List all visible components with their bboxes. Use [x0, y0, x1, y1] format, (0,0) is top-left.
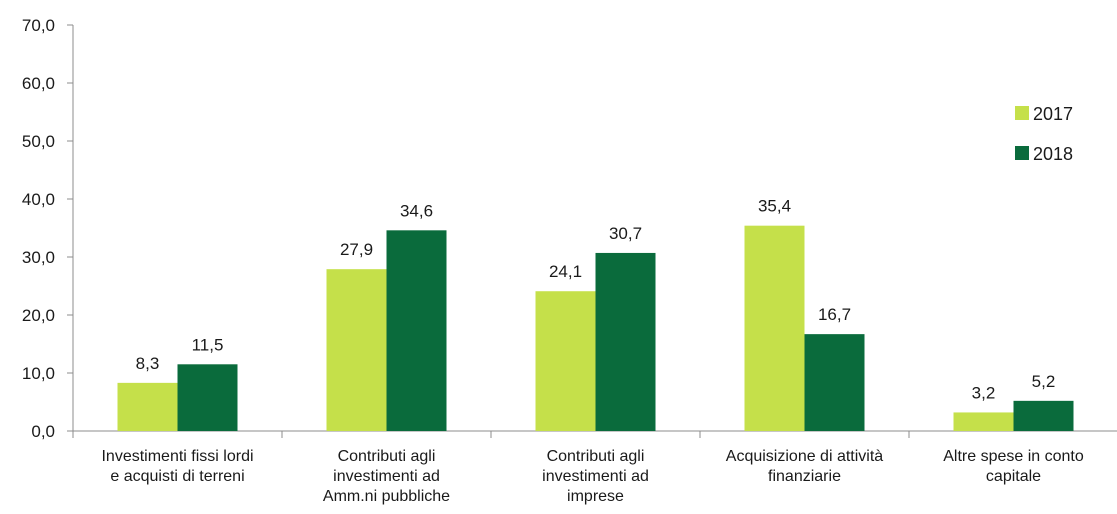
category-label-line: Contributi agli [338, 448, 436, 465]
data-label-2018: 11,5 [192, 335, 224, 354]
y-tick-label: 20,0 [22, 306, 55, 325]
y-tick-label: 30,0 [22, 248, 55, 267]
category-label-line: Acquisizione di attività [726, 448, 884, 465]
y-tick-label: 0,0 [31, 422, 55, 441]
category-label-line: Amm.ni pubbliche [323, 488, 450, 505]
category-label: Investimenti fissi lordi e acquisti di te… [101, 448, 253, 485]
y-tick-label: 40,0 [22, 190, 55, 209]
chart-labels: 8,3 11,5 Investimenti fissi lordi e acquist… [101, 197, 1083, 505]
data-label-2018: 16,7 [818, 305, 851, 324]
category-label-line: e acquisti di terreni [110, 468, 244, 485]
category-label: Contributi agli investimenti ad Amm.ni pub… [323, 448, 450, 505]
category-label-line: finanziarie [768, 468, 841, 485]
legend-label-2018: 2018 [1033, 144, 1073, 164]
bar-2018 [177, 364, 238, 431]
bar-2018 [1013, 400, 1074, 431]
y-tick-label: 70,0 [22, 16, 55, 35]
chart-axes: 0,0 10,0 20,0 30,0 40,0 50,0 60,0 70,0 [22, 16, 1117, 441]
category-label: Acquisizione di attività finanziarie [726, 448, 884, 485]
bar-2017 [117, 382, 178, 431]
category-label: Contributi agli investimenti ad imprese [542, 448, 649, 505]
y-tick-label: 10,0 [22, 364, 55, 383]
data-label-2018: 5,2 [1032, 372, 1056, 391]
data-label-2017: 24,1 [549, 262, 582, 281]
category-label-line: investimenti ad [542, 468, 649, 485]
y-tick-label: 50,0 [22, 132, 55, 151]
category-label-line: Altre spese in conto [943, 448, 1084, 465]
data-label-2018: 34,6 [400, 201, 433, 220]
data-label-2017: 8,3 [136, 354, 160, 373]
bar-2017 [535, 291, 596, 431]
category-label-line: investimenti ad [333, 468, 440, 485]
y-tick-label: 60,0 [22, 74, 55, 93]
chart-bars [117, 225, 1074, 431]
bar-2017 [326, 269, 387, 431]
category-label-line: Investimenti fissi lordi [101, 448, 253, 465]
category-label: Altre spese in conto capitale [943, 448, 1084, 485]
bar-2018 [804, 334, 865, 431]
data-label-2017: 3,2 [972, 383, 996, 402]
bar-2018 [386, 230, 447, 431]
data-label-2017: 27,9 [340, 240, 373, 259]
category-label-line: imprese [567, 488, 624, 505]
bar-2017 [953, 412, 1014, 431]
category-label-line: capitale [986, 468, 1041, 485]
bar-2018 [595, 252, 656, 431]
category-label-line: Contributi agli [547, 448, 645, 465]
data-label-2018: 30,7 [609, 224, 642, 243]
legend-swatch-2018 [1015, 146, 1029, 160]
chart-legend: 2017 2018 [1015, 104, 1073, 164]
data-label-2017: 35,4 [758, 197, 791, 216]
bar-2017 [744, 225, 805, 431]
legend-swatch-2017 [1015, 106, 1029, 120]
legend-label-2017: 2017 [1033, 104, 1073, 124]
